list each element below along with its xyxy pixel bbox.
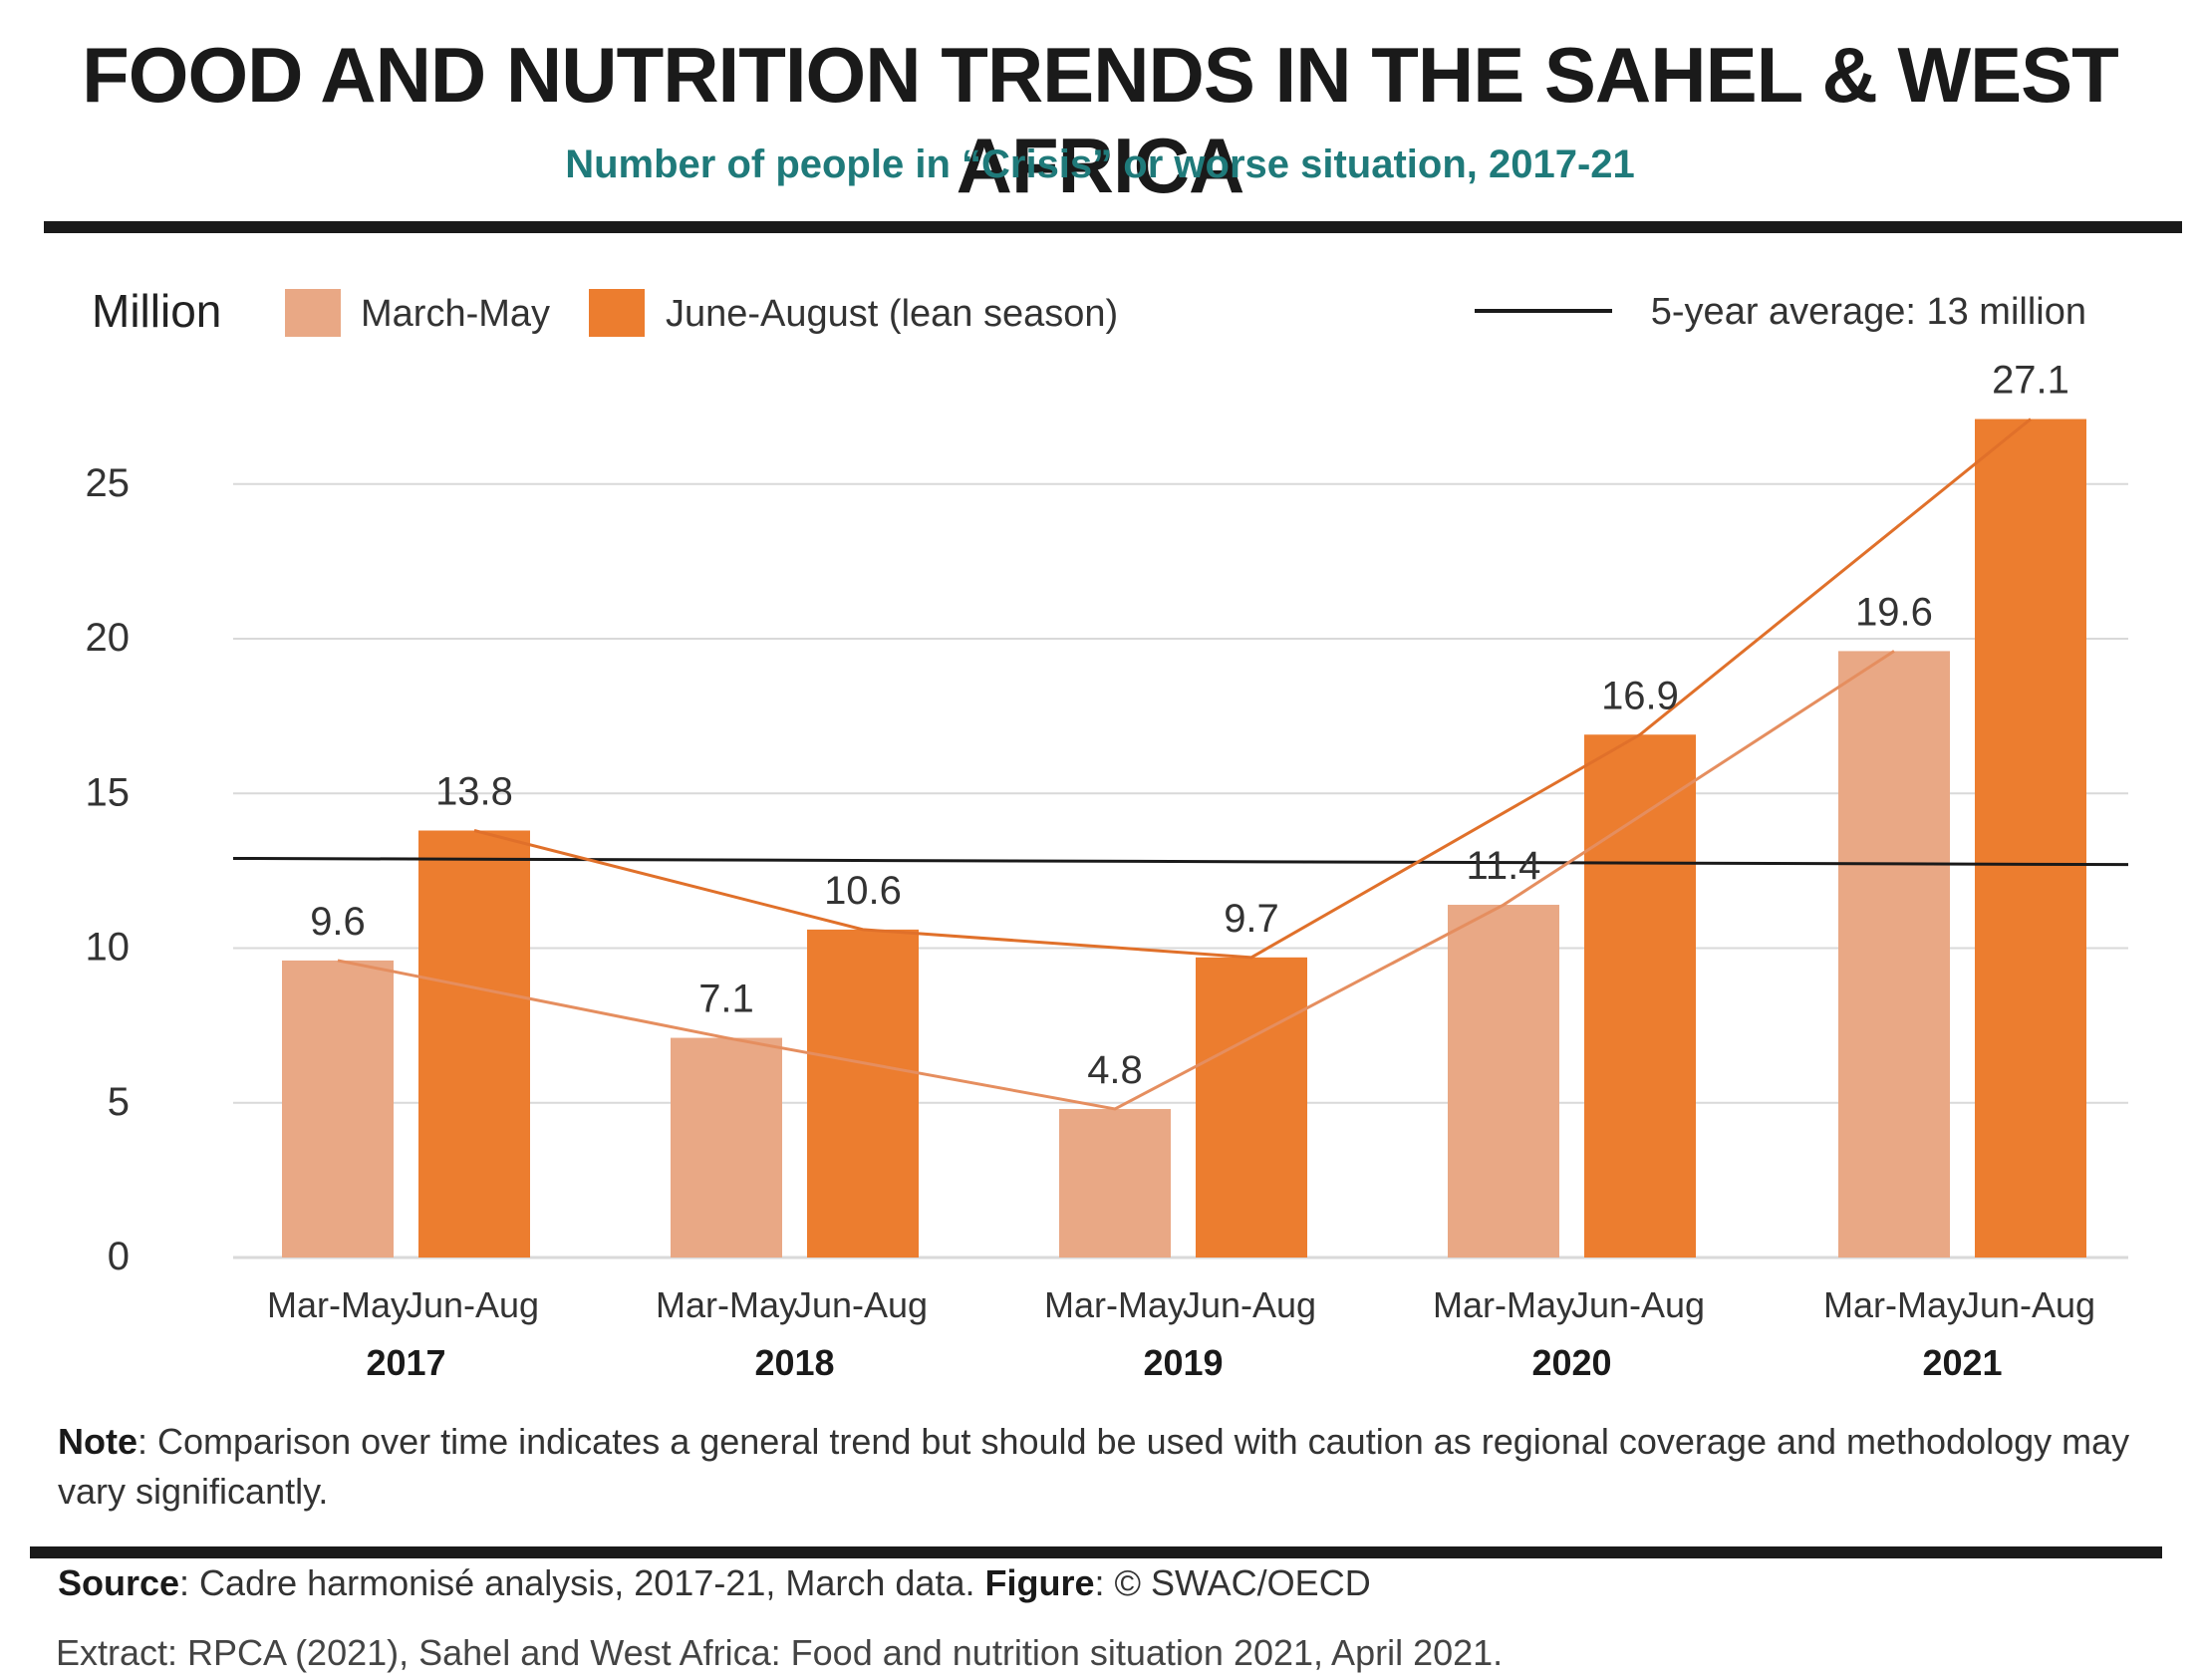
data-label-march-may: 9.6	[310, 900, 366, 944]
note-label: Note	[58, 1421, 138, 1462]
bar-june-aug	[1584, 734, 1696, 1258]
bar-march-may	[1448, 905, 1559, 1258]
year-label: 2020	[1531, 1342, 1611, 1383]
trend-line-june-aug	[473, 418, 2032, 960]
x-tick-label: Jun-Aug	[1962, 1284, 2095, 1325]
year-label: 2017	[366, 1342, 445, 1383]
bar-june-aug	[807, 929, 919, 1258]
data-label-june-aug: 9.7	[1224, 897, 1279, 941]
figure-text: : © SWAC/OECD	[1094, 1562, 1371, 1603]
average-line	[232, 856, 2129, 867]
data-label-march-may: 11.4	[1467, 844, 1541, 888]
data-label-march-may: 19.6	[1855, 590, 1933, 634]
legend-swatch-march-may	[285, 289, 341, 337]
legend-label-march-may: March-May	[361, 293, 550, 335]
y-tick-label: 10	[86, 926, 131, 970]
x-tick-label: Mar-May	[1044, 1284, 1186, 1325]
data-label-june-aug: 27.1	[1992, 359, 2069, 403]
x-tick-label: Mar-May	[267, 1284, 409, 1325]
bar-june-aug	[1196, 957, 1307, 1258]
x-tick-label: Jun-Aug	[1571, 1284, 1705, 1325]
y-tick-label: 25	[86, 461, 131, 505]
data-label-june-aug: 13.8	[435, 770, 513, 814]
source-line: Source: Cadre harmonisé analysis, 2017-2…	[58, 1562, 1371, 1604]
chart-subtitle: Number of people in “Crisis” or worse si…	[565, 142, 1635, 186]
data-label-june-aug: 16.9	[1601, 674, 1679, 717]
data-label-march-may: 7.1	[698, 978, 754, 1021]
bar-march-may	[1838, 651, 1950, 1258]
x-tick-label: Jun-Aug	[406, 1284, 539, 1325]
legend-label-june-aug: June-August (lean season)	[666, 293, 1118, 335]
year-label: 2019	[1143, 1342, 1223, 1383]
extract-line: Extract: RPCA (2021), Sahel and West Afr…	[56, 1632, 1504, 1673]
x-tick-label: Mar-May	[656, 1284, 797, 1325]
y-axis-label: Million	[92, 285, 221, 337]
data-label-june-aug: 10.6	[824, 869, 902, 913]
y-tick-label: 20	[86, 616, 131, 660]
chart: 0 5 10 15 20 25 Million March-May June-August (l…	[86, 285, 2129, 1383]
trend-line-march-may	[337, 650, 1895, 1111]
chart-note: Note: Comparison over time indicates a g…	[58, 1417, 2170, 1517]
bar-march-may	[1059, 1108, 1171, 1258]
bar-march-may	[282, 960, 394, 1258]
x-tick-label: Jun-Aug	[794, 1284, 928, 1325]
year-label: 2018	[754, 1342, 834, 1383]
page-title: FOOD AND NUTRITION TRENDS IN THE SAHEL &…	[82, 31, 2119, 209]
x-tick-label: Mar-May	[1823, 1284, 1965, 1325]
top-divider	[44, 221, 2182, 233]
legend-swatch-june-aug	[589, 289, 645, 337]
note-text: : Comparison over time indicates a gener…	[58, 1421, 2130, 1512]
legend-label-average: 5-year average: 13 million	[1651, 291, 2086, 333]
y-tick-label: 15	[86, 770, 131, 814]
bar-june-aug	[1975, 419, 2086, 1258]
figure-label: Figure	[984, 1562, 1095, 1603]
y-tick-label: 0	[108, 1235, 130, 1278]
source-label: Source	[58, 1562, 180, 1603]
year-label: 2021	[1922, 1342, 2002, 1383]
bar-march-may	[671, 1037, 782, 1258]
data-label-march-may: 4.8	[1087, 1048, 1143, 1092]
bar-june-aug	[418, 830, 530, 1258]
x-tick-label: Mar-May	[1433, 1284, 1574, 1325]
bottom-divider	[30, 1546, 2162, 1558]
y-tick-label: 5	[108, 1080, 130, 1124]
x-tick-label: Jun-Aug	[1183, 1284, 1316, 1325]
source-text: : Cadre harmonisé analysis, 2017-21, Mar…	[179, 1562, 985, 1603]
